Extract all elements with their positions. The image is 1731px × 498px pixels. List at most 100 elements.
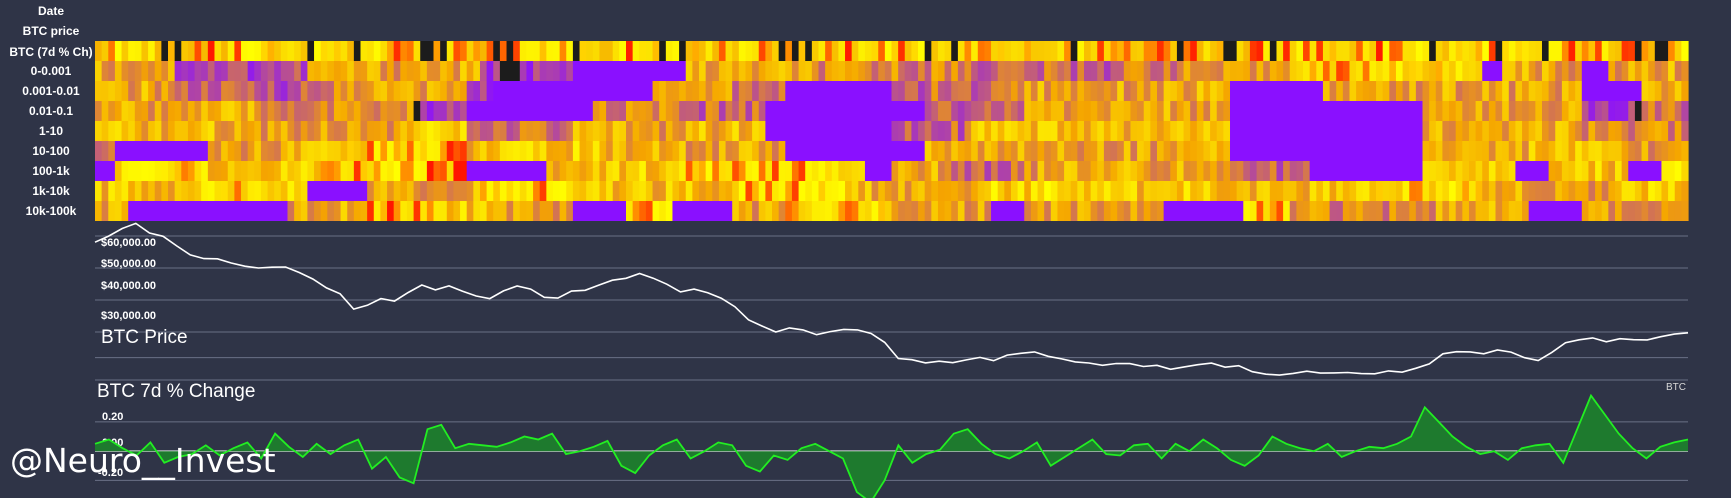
heatmap-cell bbox=[612, 81, 620, 101]
heatmap-cell bbox=[1628, 81, 1636, 101]
heatmap-cell bbox=[1170, 81, 1178, 101]
heatmap-cell bbox=[539, 161, 547, 181]
heatmap-cell bbox=[1681, 201, 1689, 221]
heatmap-cell bbox=[1555, 181, 1563, 201]
heatmap-cell bbox=[1468, 81, 1477, 101]
heatmap-cell bbox=[1123, 181, 1132, 201]
heatmap-cell bbox=[692, 141, 700, 161]
heatmap-cell bbox=[1515, 121, 1523, 141]
heatmap-cell bbox=[632, 181, 640, 201]
heatmap-cell bbox=[148, 201, 156, 221]
heatmap-cell bbox=[957, 121, 966, 141]
heatmap-cell bbox=[1077, 201, 1085, 221]
heatmap-cell bbox=[347, 161, 355, 181]
heatmap-cell bbox=[446, 41, 455, 61]
heatmap-cell bbox=[1130, 161, 1138, 181]
heatmap-cell bbox=[294, 161, 302, 181]
heatmap-cell bbox=[1256, 41, 1264, 61]
heatmap-cell bbox=[997, 41, 1005, 61]
heatmap-cell bbox=[1097, 141, 1105, 161]
heatmap-cell bbox=[778, 101, 786, 121]
heatmap-cell bbox=[1654, 81, 1663, 101]
heatmap-cell bbox=[1150, 61, 1158, 81]
heatmap-cell bbox=[1243, 101, 1251, 121]
heatmap-cell bbox=[367, 141, 375, 161]
heatmap-cell bbox=[1090, 121, 1098, 141]
heatmap-cell bbox=[1024, 141, 1032, 161]
heatmap-cell bbox=[420, 61, 428, 81]
heatmap-cell bbox=[619, 181, 627, 201]
heatmap-cell bbox=[453, 81, 461, 101]
heatmap-cell bbox=[187, 161, 196, 181]
heatmap-cell bbox=[1621, 161, 1629, 181]
heatmap-cell bbox=[1349, 81, 1357, 101]
heatmap-cell bbox=[1097, 61, 1105, 81]
heatmap-cell bbox=[128, 181, 136, 201]
heatmap-cell bbox=[991, 101, 999, 121]
heatmap-cell bbox=[1230, 41, 1238, 61]
heatmap-cell bbox=[712, 101, 720, 121]
heatmap-cell bbox=[1475, 61, 1483, 81]
heatmap-cell bbox=[161, 41, 169, 61]
heatmap-cell bbox=[1090, 61, 1098, 81]
heatmap-cell bbox=[1030, 81, 1039, 101]
heatmap-cell bbox=[1030, 181, 1039, 201]
heatmap-cell bbox=[586, 41, 594, 61]
heatmap-cell bbox=[380, 141, 388, 161]
heatmap-cell bbox=[1296, 101, 1304, 121]
heatmap-cell bbox=[1303, 121, 1311, 141]
heatmap-cell bbox=[1654, 61, 1663, 81]
heatmap-cell bbox=[951, 201, 959, 221]
heatmap-cell bbox=[991, 181, 999, 201]
heatmap-cell bbox=[1555, 81, 1563, 101]
heatmap-cell bbox=[619, 41, 627, 61]
heatmap-cell bbox=[1442, 121, 1450, 141]
heatmap-cell bbox=[652, 161, 660, 181]
heatmap-cell bbox=[440, 61, 448, 81]
heatmap-cell bbox=[387, 81, 395, 101]
heatmap-cell bbox=[1548, 61, 1556, 81]
heatmap-cell bbox=[918, 121, 926, 141]
price-panel: $60,000.00 $50,000.00 $40,000.00 $30,000… bbox=[94, 222, 1689, 393]
heatmap-cell bbox=[1442, 61, 1450, 81]
heatmap-cell bbox=[453, 101, 461, 121]
heatmap-cell bbox=[918, 101, 926, 121]
heatmap-cell bbox=[1674, 161, 1682, 181]
heatmap-cell bbox=[1515, 61, 1523, 81]
heatmap-cell bbox=[353, 101, 362, 121]
heatmap-cell bbox=[659, 161, 667, 181]
heatmap-cell bbox=[1548, 141, 1556, 161]
heatmap-cell bbox=[241, 61, 249, 81]
heatmap-cell bbox=[825, 181, 833, 201]
heatmap-cell bbox=[426, 181, 435, 201]
heatmap-cell bbox=[1223, 101, 1231, 121]
heatmap-cell bbox=[1216, 181, 1224, 201]
heatmap-cell bbox=[387, 161, 395, 181]
heatmap-cell bbox=[426, 101, 435, 121]
heatmap-cell bbox=[1362, 181, 1370, 201]
heatmap-row-labels: Date BTC price BTC (7d % Ch) 0-0.001 0.0… bbox=[9, 4, 92, 218]
heatmap-cell bbox=[798, 101, 806, 121]
heatmap-cell bbox=[1216, 141, 1224, 161]
heatmap-cell bbox=[141, 181, 149, 201]
heatmap-cell bbox=[811, 141, 820, 161]
heatmap-cell bbox=[95, 101, 103, 121]
heatmap-cell bbox=[599, 41, 607, 61]
heatmap-cell bbox=[652, 101, 660, 121]
heatmap-cell bbox=[937, 61, 946, 81]
heatmap-cell bbox=[1097, 41, 1105, 61]
heatmap-cell bbox=[1668, 81, 1676, 101]
heatmap-cell bbox=[1601, 121, 1609, 141]
heatmap-cell bbox=[592, 141, 601, 161]
heatmap-cell bbox=[148, 181, 156, 201]
heatmap-cell bbox=[911, 101, 919, 121]
heatmap-cell bbox=[1508, 141, 1517, 161]
heatmap-cell bbox=[1508, 101, 1517, 121]
heatmap-cell bbox=[665, 101, 674, 121]
heatmap-cell bbox=[533, 161, 541, 181]
heatmap-cell bbox=[1336, 141, 1344, 161]
heatmap-cell bbox=[546, 41, 554, 61]
heatmap-cell bbox=[181, 101, 189, 121]
heatmap-cell bbox=[241, 201, 249, 221]
heatmap-cell bbox=[121, 41, 129, 61]
